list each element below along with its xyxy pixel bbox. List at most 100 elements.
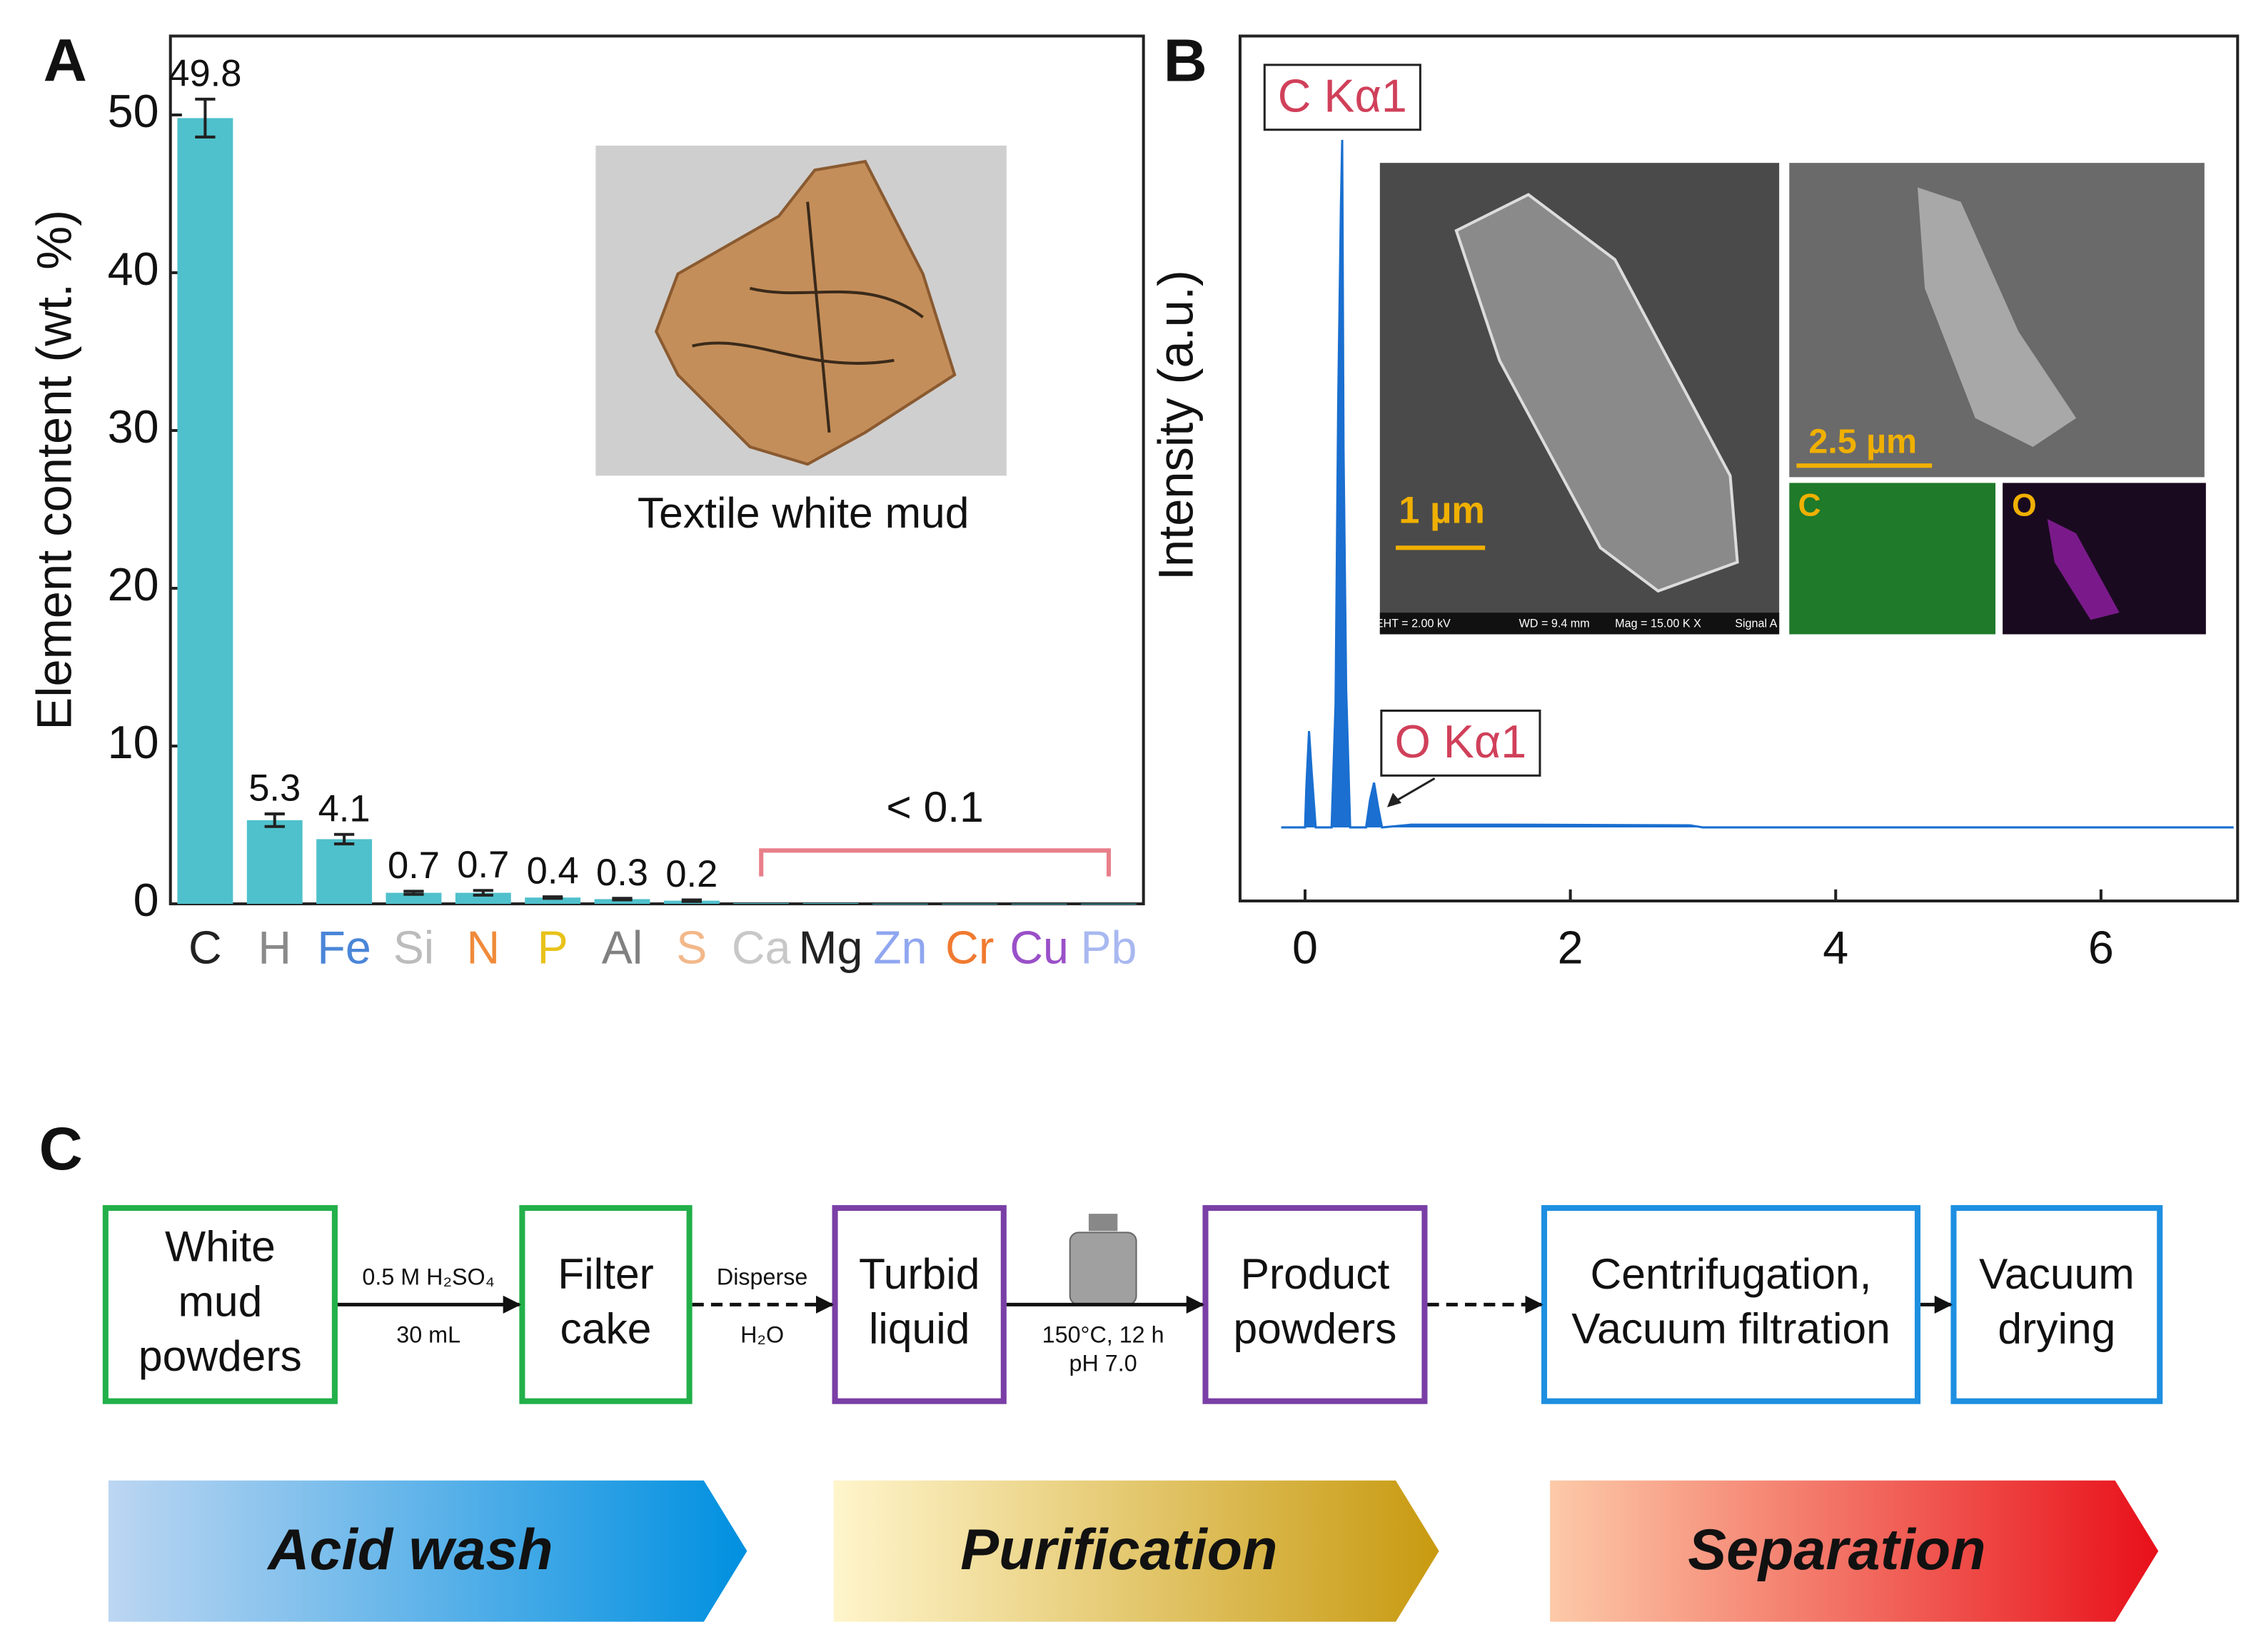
inset-caption: Textile white mud [638,488,970,537]
scale-label: 1 µm [1399,490,1485,532]
box-label: Filter [558,1249,654,1298]
x-tick-label: 2 [1558,922,1583,974]
error-bar [333,832,355,846]
y-axis-label: Intensity (a.u.) [1148,270,1203,580]
sample-cracks [692,201,924,433]
process-box [519,1205,693,1404]
sem-info: Signal A [1735,618,1777,630]
bar [246,820,303,905]
process-box [1950,1205,2163,1404]
bar [733,902,790,905]
arrow-head [1386,792,1402,807]
y-tick-label: 10 [108,717,159,768]
plot-frame [1238,34,2240,903]
sem-particle [1454,193,1739,593]
y-tick-label: 40 [108,243,159,295]
scale-label: 2.5 µm [1808,423,1917,461]
stage-banner [1550,1480,2159,1622]
process-box [102,1205,338,1404]
arrow-label: pH 7.0 [1069,1351,1137,1376]
box-label: Vacuum [1979,1249,2135,1298]
value-label: 0.7 [388,845,440,887]
bar [872,903,928,905]
box-label: drying [1998,1304,2115,1353]
x-tick-label: Cu [1009,922,1069,974]
value-label: 0.3 [596,852,648,894]
stage-label: Purification [960,1518,1277,1582]
x-tick-label: Ca [732,922,791,974]
bar [455,892,511,905]
box-label: Product [1241,1249,1390,1298]
value-label: 5.3 [248,767,301,810]
arrow-label: 150°C, 12 h [1042,1321,1164,1347]
bar [594,899,650,905]
map-c [1789,483,1996,635]
y-tick-label: 0 [134,875,159,926]
x-tick-label: Si [393,922,434,974]
annotation: C Kα1 [1278,70,1407,121]
bar [316,839,373,905]
annotation: O Kα1 [1395,716,1527,767]
value-label: 0.2 [665,853,717,895]
value-label: 49.8 [168,52,241,94]
autoclave-icon [1069,1214,1137,1306]
bar [942,903,998,905]
box-label: White [165,1222,276,1271]
panel-label: A [44,26,87,94]
x-tick-label: Pb [1080,922,1137,974]
arrow-label: H₂O [740,1321,784,1347]
bar [525,897,581,905]
x-tick-label: 0 [1292,922,1318,974]
arrow-label: 30 mL [396,1321,460,1347]
value-label: 4.1 [318,787,371,830]
plot-frame [168,34,1145,906]
x-tick-label: P [538,922,568,974]
stage-label: Acid wash [266,1518,553,1582]
x-tick-label: Zn [873,922,927,974]
map-label: C [1798,488,1821,523]
panel-label: C [39,1114,83,1182]
annotation-box [1263,64,1421,131]
stage-label: Separation [1688,1518,1985,1582]
map-o-signal [2047,518,2120,620]
error-bar [612,897,633,902]
x-tick-label: H [258,922,291,974]
arrow-label: Disperse [717,1264,807,1290]
mud-sample [654,159,957,466]
x-tick-label: Mg [799,922,863,974]
box-label: cake [560,1304,652,1353]
box-label: liquid [869,1304,970,1353]
panel-label: B [1164,26,1207,94]
value-label: 0.4 [527,850,579,892]
box-label: Turbid [859,1249,980,1298]
sem-info: EHT = 2.00 kV [1376,618,1451,630]
annotation: < 0.1 [886,782,983,831]
map-label: O [2012,488,2037,523]
value-label: 0.7 [457,844,509,886]
error-bar [403,890,424,896]
error-bar [681,898,703,903]
process-box [832,1205,1007,1404]
box-label: powders [1233,1304,1396,1353]
box-label: powders [139,1331,302,1380]
box-label: Centrifugation, [1591,1249,1872,1298]
error-bar [473,889,493,897]
error-bar [264,812,285,828]
error-bar [195,97,216,138]
stage-banner [833,1480,1439,1622]
sem-info: WD = 9.4 mm [1519,618,1590,630]
bar [177,118,233,905]
process-box [1541,1205,1921,1404]
x-tick-label: S [676,922,707,974]
annotation-box [1380,709,1541,777]
x-tick-label: N [466,922,500,974]
y-tick-label: 50 [108,86,159,137]
spectrum [1281,139,2234,829]
x-tick-label: C [188,922,222,974]
x-tick-label: Cr [945,922,994,974]
arrow-label: 0.5 M H₂SO₄ [362,1264,494,1290]
bracket [759,848,1112,877]
box-label: mud [178,1276,262,1325]
process-box [1202,1205,1428,1404]
